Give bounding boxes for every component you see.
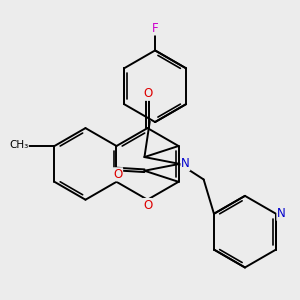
Text: N: N — [277, 207, 286, 220]
Text: O: O — [143, 199, 152, 212]
Text: CH₃: CH₃ — [9, 140, 28, 150]
Text: F: F — [152, 22, 158, 35]
Text: O: O — [143, 87, 152, 100]
Text: O: O — [113, 168, 122, 181]
Text: N: N — [181, 158, 190, 170]
